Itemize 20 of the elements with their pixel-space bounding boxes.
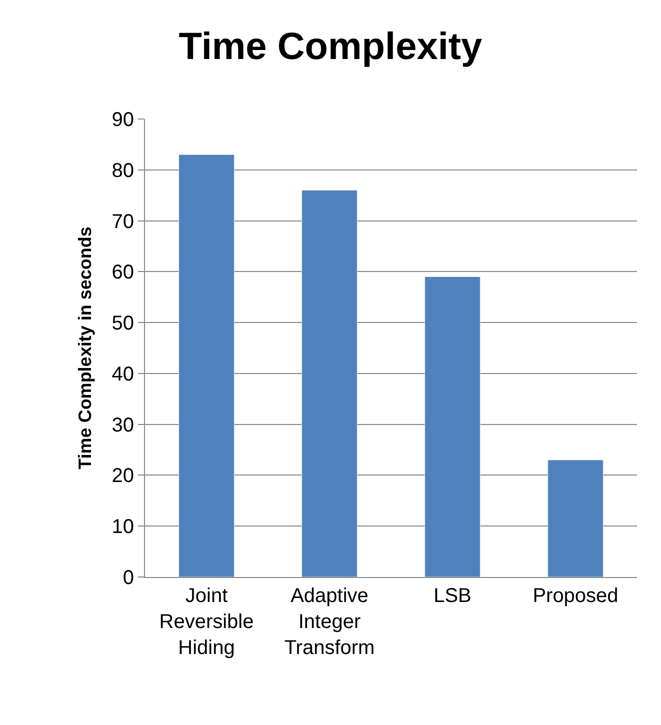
y-tick-label: 20 bbox=[112, 465, 134, 488]
y-tick-label: 50 bbox=[112, 312, 134, 335]
y-tick-label: 30 bbox=[112, 414, 134, 436]
x-tick-label: Adaptive Integer Transform bbox=[284, 585, 375, 659]
x-tick-label: Joint Reversible Hiding bbox=[159, 585, 254, 659]
y-tick-label: 10 bbox=[112, 516, 134, 538]
bar bbox=[548, 460, 604, 577]
x-tick-label: LSB bbox=[434, 585, 472, 607]
y-axis-title: Time Complexity in seconds bbox=[74, 226, 95, 470]
y-tick-label: 80 bbox=[112, 160, 134, 182]
y-tick-label: 90 bbox=[112, 109, 134, 131]
bar bbox=[424, 276, 480, 577]
x-tick-label: Proposed bbox=[532, 585, 618, 607]
bar bbox=[302, 190, 358, 577]
y-tick-label: 0 bbox=[122, 567, 134, 589]
y-tick-label: 60 bbox=[112, 262, 134, 284]
bar bbox=[178, 154, 234, 577]
y-tick-label: 40 bbox=[112, 363, 134, 386]
y-tick-label: 70 bbox=[112, 210, 134, 233]
chart-title: Time Complexity bbox=[178, 26, 482, 68]
